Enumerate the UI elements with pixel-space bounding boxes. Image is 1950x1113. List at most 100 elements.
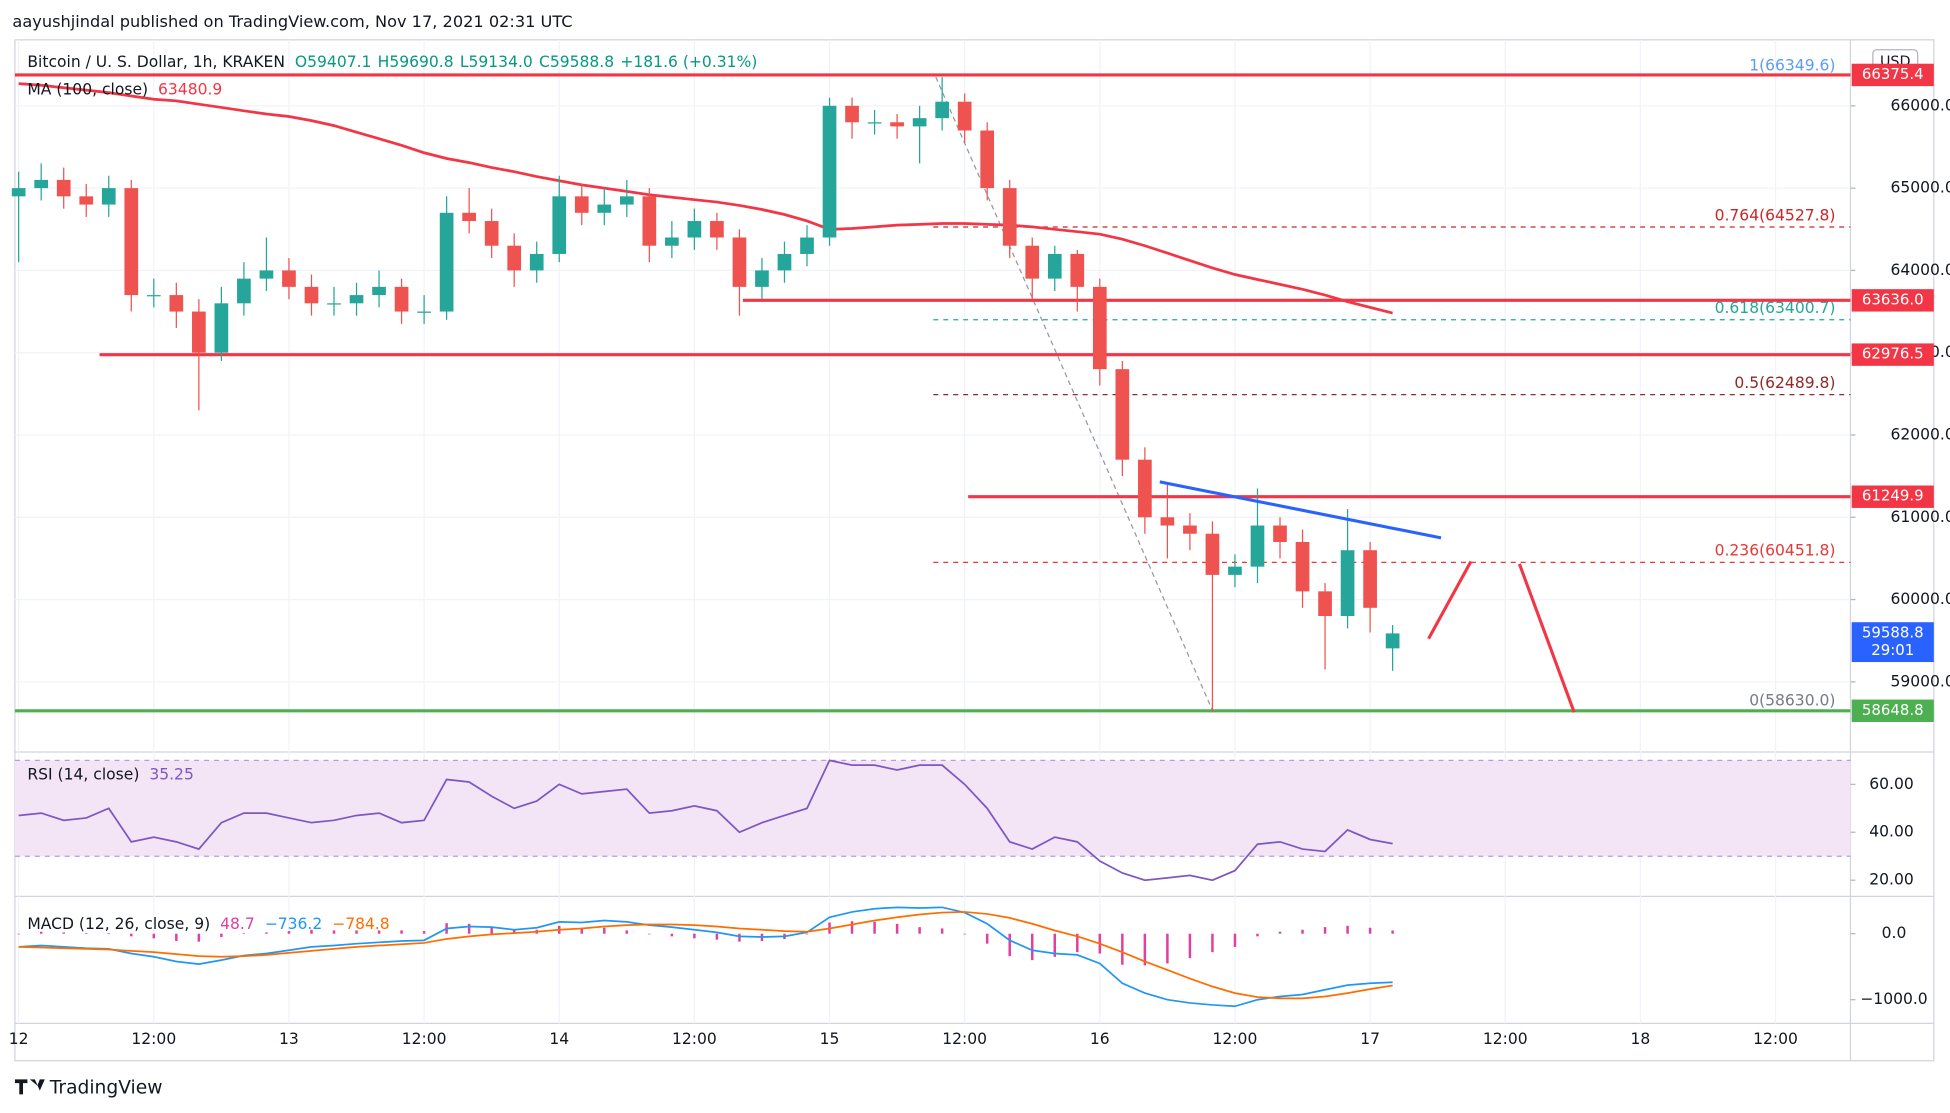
macd-histogram-bar — [963, 933, 966, 935]
candle — [800, 225, 814, 267]
symbol-legend-item: Bitcoin / U. S. Dollar, 1h, KRAKEN — [27, 53, 285, 71]
candle-body — [439, 212, 454, 312]
candle-body — [349, 295, 364, 304]
candle — [327, 286, 341, 316]
candle-body — [822, 105, 837, 238]
candle-body — [1228, 566, 1242, 575]
macd-histogram-bar — [940, 928, 944, 934]
rsi-legend-item: 35.25 — [149, 765, 194, 783]
fib-label: 1(66349.6) — [1749, 56, 1835, 74]
x-tick-label: 12:00 — [672, 1030, 717, 1048]
rsi-tick-label: 40.00 — [1869, 823, 1914, 841]
signal-line — [18, 911, 1393, 1000]
candle — [439, 196, 454, 320]
candle — [1318, 583, 1332, 670]
candle-body — [394, 286, 409, 312]
macd-histogram-bar — [310, 929, 313, 934]
level-label: 66375.4 — [1862, 65, 1924, 83]
macd-histogram-bar — [84, 933, 88, 934]
macd-histogram-bar — [805, 933, 809, 935]
candle — [304, 274, 319, 316]
last-price-badge — [1851, 622, 1934, 663]
candle-body — [1138, 459, 1152, 518]
x-tick-label: 12:00 — [1213, 1030, 1258, 1048]
candle-body — [169, 295, 184, 312]
level-badge — [1851, 343, 1934, 366]
x-tick-label: 16 — [1090, 1030, 1110, 1048]
candle-body — [574, 196, 589, 213]
fib-label: 0.764(64527.8) — [1715, 206, 1836, 224]
macd-histogram-bar — [1008, 933, 1011, 957]
macd-histogram-bar — [1076, 933, 1079, 953]
candle-body — [597, 204, 612, 213]
candle-body — [755, 270, 769, 287]
x-tick-label: 15 — [820, 1030, 840, 1048]
candle — [11, 171, 26, 263]
candle — [957, 93, 972, 143]
level-label: 62976.5 — [1862, 345, 1924, 363]
macd-histogram-bar — [1256, 933, 1259, 937]
trend-line — [1159, 480, 1442, 540]
symbol-legend-item: O59407.1 — [295, 53, 372, 71]
macd-histogram-bar — [1211, 933, 1214, 953]
macd-histogram-bar — [287, 931, 291, 934]
rsi-line — [18, 759, 1393, 882]
candle-body — [1070, 253, 1085, 287]
macd-histogram-bar — [107, 933, 111, 934]
candle-body — [327, 303, 341, 305]
candle-body — [980, 130, 995, 189]
candle-body — [890, 122, 904, 127]
candle — [1250, 488, 1265, 584]
x-tick-label: 12:00 — [1753, 1030, 1798, 1048]
macd-histogram-bar — [580, 927, 584, 934]
macd-histogram-bar — [873, 921, 876, 934]
candle — [619, 179, 634, 217]
macd-histogram-bar — [197, 933, 201, 942]
footer-brand: TradingView — [49, 1078, 163, 1099]
macd-histogram-bar — [1166, 933, 1169, 964]
y-tick-label: 62000.0 — [1890, 425, 1950, 443]
candle-body — [372, 286, 386, 296]
y-tick-label: 66000.0 — [1890, 96, 1950, 114]
macd-histogram-bar — [1278, 931, 1282, 934]
macd-legend-item: −736.2 — [265, 914, 323, 932]
macd-histogram-bar — [670, 933, 674, 937]
candle-body — [1183, 525, 1197, 534]
x-tick-label: 12:00 — [1483, 1030, 1528, 1048]
macd-histogram-bar — [512, 930, 516, 934]
candle — [394, 278, 409, 324]
macd-histogram-bar — [715, 933, 719, 940]
candle-body — [11, 188, 26, 197]
candle-body — [484, 221, 499, 246]
chart-frame — [14, 39, 1935, 1062]
x-tick-label: 14 — [549, 1030, 569, 1048]
candle — [1047, 245, 1062, 291]
y-tick-label: 60000.0 — [1890, 590, 1950, 608]
macd-histogram-bar — [39, 931, 43, 934]
ma-line — [18, 82, 1393, 315]
candle-body — [79, 196, 94, 205]
macd-histogram-bar — [1121, 933, 1124, 965]
candle — [484, 208, 499, 259]
candle-body — [34, 179, 49, 189]
candle — [1273, 517, 1287, 559]
y-tick-label: 65000.0 — [1890, 179, 1950, 197]
macd-histogram-bar — [467, 923, 471, 934]
macd-histogram-bar — [490, 926, 493, 934]
candle — [822, 97, 837, 246]
candle-body — [462, 212, 476, 222]
candle — [597, 188, 612, 226]
candle-body — [1002, 188, 1017, 246]
macd-histogram-bar — [265, 932, 268, 934]
projection-up — [1427, 560, 1473, 640]
candle-body — [417, 311, 431, 313]
x-tick-label: 17 — [1360, 1030, 1380, 1048]
candle-body — [304, 286, 319, 304]
rsi-legend-item: RSI (14, close) — [27, 765, 139, 783]
candle-body — [1273, 525, 1287, 542]
candle — [1025, 237, 1040, 300]
macd-legend-item: MACD (12, 26, close, 9) — [27, 914, 210, 932]
